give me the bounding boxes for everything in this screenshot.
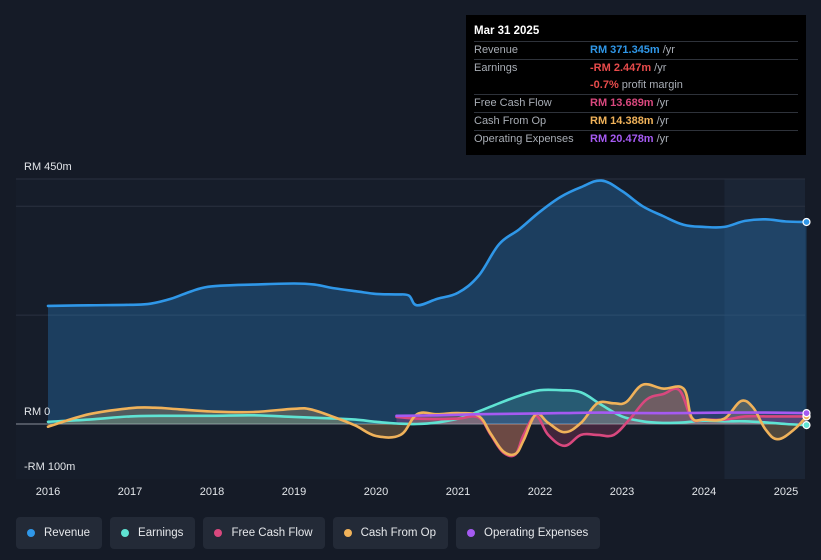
x-tick-label: 2021 [446,486,470,498]
series-line-operating-expenses [395,411,808,418]
end-marker-operating-expenses [802,409,811,418]
legend-dot-icon [467,529,476,537]
series-line-cash-from-op [46,382,808,457]
legend-item-operating-expenses[interactable]: Operating Expenses [456,517,601,549]
tooltip-row-label: Revenue [474,44,519,56]
tooltip-row-unit: /yr [656,97,669,109]
x-tick-label: 2020 [364,486,388,498]
tooltip-row-unit: /yr [656,115,669,127]
legend-item-revenue[interactable]: Revenue [16,517,103,549]
x-tick-label: 2023 [610,486,634,498]
tooltip-date: Mar 31 2025 [474,25,540,37]
tooltip-row-label [474,77,590,94]
tooltip-row: Revenue RM 371.345m/yr [474,41,798,59]
legend-label: Cash From Op [360,527,437,539]
legend-item-cash-from-op[interactable]: Cash From Op [332,517,449,549]
x-tick-label: 2018 [200,486,224,498]
tooltip-row-unit: /yr [656,133,669,145]
legend-item-free-cash-flow[interactable]: Free Cash Flow [203,517,325,549]
tooltip-row: Operating Expenses RM 20.478m/yr [474,130,798,148]
x-tick-label: 2016 [36,486,60,498]
tooltip-row-unit: /yr [662,44,675,56]
legend-dot-icon [214,529,223,537]
chart-legend: Revenue Earnings Free Cash Flow Cash From O… [16,517,608,549]
tooltip-row: Earnings -RM 2.447m/yr [474,59,798,77]
plot-background [16,179,805,479]
data-tooltip: Mar 31 2025 Revenue RM 371.345m/yr Earning… [466,15,806,155]
area-free-cash-flow [396,388,807,457]
x-tick-label: 2024 [692,486,716,498]
end-marker-earnings [802,420,811,430]
chart-axis-labels: RM 450m RM 0 -RM 100m 2016 2017 2018 2019 2020 2… [24,161,798,498]
y-tick-label: RM 0 [24,406,50,418]
legend-label: Free Cash Flow [231,527,313,539]
tooltip-row-label: Earnings [474,62,518,74]
tooltip-row: Free Cash Flow RM 13.689m/yr [474,94,798,112]
tooltip-row: -0.7% profit margin [474,77,798,94]
tooltip-row-value: -0.7% [590,79,619,91]
legend-label: Earnings [138,527,184,539]
x-tick-label: 2022 [528,486,552,498]
tooltip-row-label: Operating Expenses [474,133,574,145]
tooltip-row-value: RM 20.478m [590,133,654,145]
tooltip-rows: Revenue RM 371.345m/yr Earnings -RM 2.447m /… [474,41,798,148]
end-marker-revenue [802,217,811,227]
chart-lines [46,179,808,458]
tooltip-row-unit: profit margin [621,79,683,91]
legend-dot-icon [121,529,130,537]
tooltip-row: Cash From Op RM 14.388m/yr [474,112,798,130]
tooltip-row-label: Free Cash Flow [474,97,552,109]
tooltip-row-value: RM 371.345m [590,44,660,56]
tooltip-row-unit: /yr [654,62,667,74]
x-tick-label: 2017 [118,486,142,498]
tooltip-row-value: -RM 2.447m [590,62,652,74]
chart-grid [16,178,805,479]
x-tick-label: 2025 [774,486,798,498]
legend-label: Revenue [44,527,91,539]
x-tick-label: 2019 [282,486,306,498]
y-tick-label: -RM 100m [24,461,75,473]
legend-label: Operating Expenses [484,527,589,539]
legend-dot-icon [343,529,352,537]
tooltip-row-label: Cash From Op [474,115,547,127]
area-revenue [48,180,807,424]
legend-dot-icon [27,529,35,537]
tooltip-row-value: RM 13.689m [590,97,654,109]
chart-end-markers [802,217,811,430]
y-tick-label: RM 450m [24,161,72,173]
legend-item-earnings[interactable]: Earnings [110,517,196,549]
tooltip-row-value: RM 14.388m [590,115,654,127]
series-line-revenue [46,179,808,308]
